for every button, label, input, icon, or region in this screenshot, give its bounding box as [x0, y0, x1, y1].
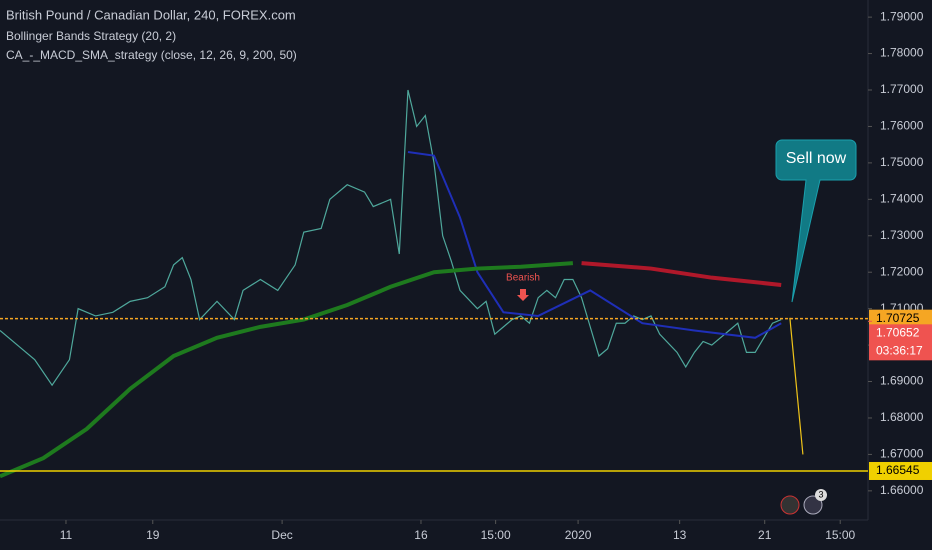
- y-tick-label: 1.75000: [880, 155, 924, 169]
- arrow: [517, 289, 529, 301]
- line-series: [407, 150, 782, 339]
- x-tick-label: 19: [146, 528, 160, 542]
- x-tick-label: 11: [60, 528, 73, 542]
- price-tag: [869, 309, 932, 328]
- annotation: Sell now: [786, 150, 847, 167]
- line-series: [0, 89, 782, 387]
- badge: [815, 489, 827, 501]
- y-tick-label: 1.69000: [880, 374, 924, 388]
- x-tick-label: 2020: [565, 528, 592, 542]
- y-tick-label: 1.74000: [880, 191, 924, 205]
- y-tick-label: 1.73000: [880, 228, 924, 242]
- y-tick-label: 1.79000: [880, 9, 924, 23]
- x-tick-label: 15:00: [481, 528, 511, 542]
- callout: [775, 139, 857, 303]
- x-tick-label: 13: [673, 528, 687, 542]
- subtitle: CA_-_MACD_SMA_strategy (close, 12, 26, 9…: [6, 48, 297, 62]
- x-tick-label: 21: [758, 528, 772, 542]
- y-tick-label: 1.76000: [880, 119, 924, 133]
- icon[interactable]: [780, 495, 800, 515]
- price-tag: [869, 461, 932, 480]
- x-tick-label: 16: [414, 528, 428, 542]
- line-series: [581, 261, 782, 287]
- chart-title: British Pound / Canadian Dollar, 240, FO…: [6, 7, 296, 22]
- line-series: [789, 317, 804, 455]
- y-tick-label: 1.66000: [880, 483, 924, 497]
- y-tick-label: 1.77000: [880, 82, 924, 96]
- y-tick-label: 1.78000: [880, 46, 924, 60]
- price-tag-label: 1.66545: [876, 463, 920, 477]
- y-tick-label: 1.67000: [880, 447, 924, 461]
- line-series: [0, 261, 574, 479]
- annotation: Bearish: [506, 273, 540, 284]
- price-tag: [869, 324, 932, 361]
- y-tick-label: 1.68000: [880, 410, 924, 424]
- price-tag-label: 1.70652: [876, 326, 920, 340]
- plot: 1.660001.670001.680001.690001.700001.710…: [0, 9, 932, 542]
- x-tick-label: 15:00: [825, 528, 855, 542]
- badge-text: 3: [818, 489, 823, 499]
- price-tag-label: 1.70725: [876, 311, 920, 325]
- countdown: 03:36:17: [876, 344, 923, 358]
- subtitle: Bollinger Bands Strategy (20, 2): [6, 29, 176, 43]
- icon[interactable]: [803, 495, 823, 515]
- y-tick-label: 1.72000: [880, 264, 924, 278]
- x-tick-label: Dec: [271, 528, 292, 542]
